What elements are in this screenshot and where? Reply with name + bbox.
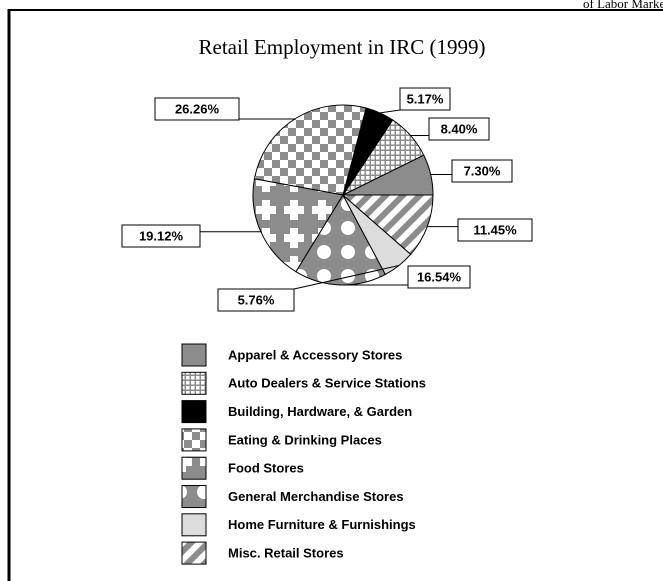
data-label: 11.45% [473, 222, 517, 237]
leader-line [379, 109, 401, 114]
data-label: 16.54% [417, 269, 462, 284]
legend-label: General Merchandise Stores [228, 489, 404, 504]
label-box [407, 265, 471, 289]
data-label: 8.40% [441, 121, 478, 136]
pie-slice [295, 193, 386, 286]
legend-label: Home Furniture & Furnishings [228, 517, 416, 532]
legend-label: Eating & Drinking Places [228, 432, 382, 447]
legend-swatch [181, 485, 207, 508]
legend-label: Food Stores [228, 461, 304, 476]
legend-swatch [181, 513, 207, 537]
label-box [399, 87, 451, 111]
legend-label: Misc. Retail Stores [228, 546, 344, 561]
chart-title: Retail Employment in IRC (1999) [199, 35, 486, 59]
legend-swatch [181, 541, 207, 565]
legend-label: Building, Hardware, & Garden [228, 404, 412, 419]
legend-swatch [181, 343, 207, 367]
legend-swatch [181, 456, 207, 480]
data-label: 26.26% [175, 101, 220, 116]
data-label: 7.30% [464, 163, 501, 178]
header-text: of Labor Marke [583, 0, 663, 11]
label-box [457, 218, 533, 242]
label-box [121, 224, 201, 248]
legend-label: Apparel & Accessory Stores [228, 347, 402, 362]
data-label: 5.17% [407, 91, 444, 106]
pie-slice [253, 104, 367, 196]
legend-label: Auto Dealers & Service Stations [228, 376, 426, 391]
legend-swatch [181, 400, 207, 424]
label-box [451, 159, 513, 183]
label-box [428, 117, 490, 141]
leader-line [293, 265, 400, 290]
label-box [217, 288, 295, 312]
legend-swatch [181, 428, 207, 452]
label-box [154, 97, 240, 121]
data-label: 5.76% [238, 292, 275, 307]
pie-slice [341, 194, 434, 256]
legend-swatch [181, 371, 207, 395]
data-label: 19.12% [139, 228, 184, 243]
